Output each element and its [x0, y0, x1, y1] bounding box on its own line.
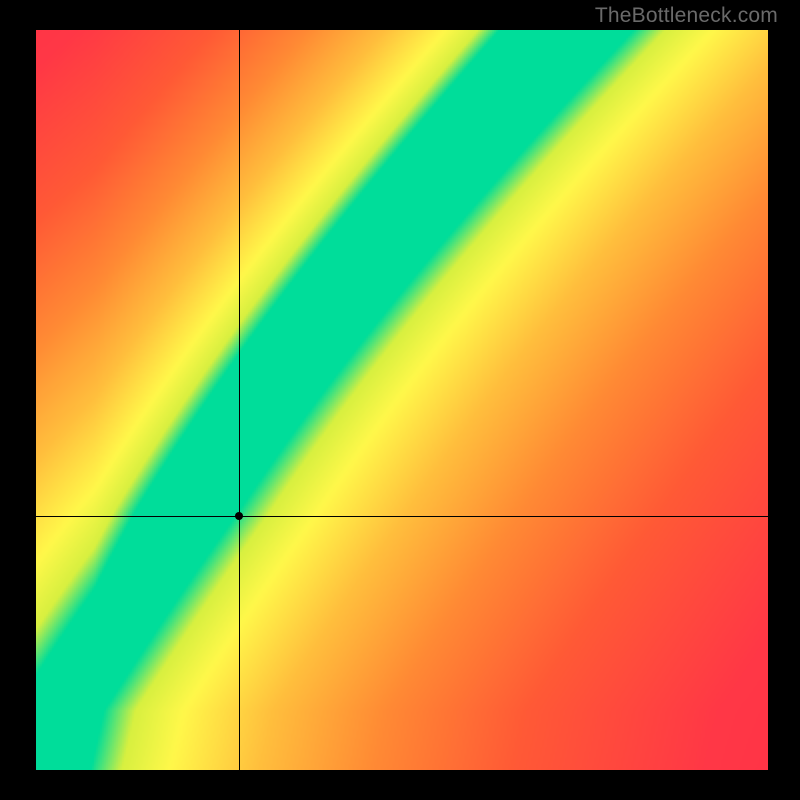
heatmap-canvas — [36, 30, 768, 770]
crosshair-point — [235, 512, 243, 520]
watermark-text: TheBottleneck.com — [595, 4, 778, 28]
crosshair-vertical — [239, 30, 240, 770]
heatmap-plot — [36, 30, 768, 770]
crosshair-horizontal — [36, 516, 768, 517]
